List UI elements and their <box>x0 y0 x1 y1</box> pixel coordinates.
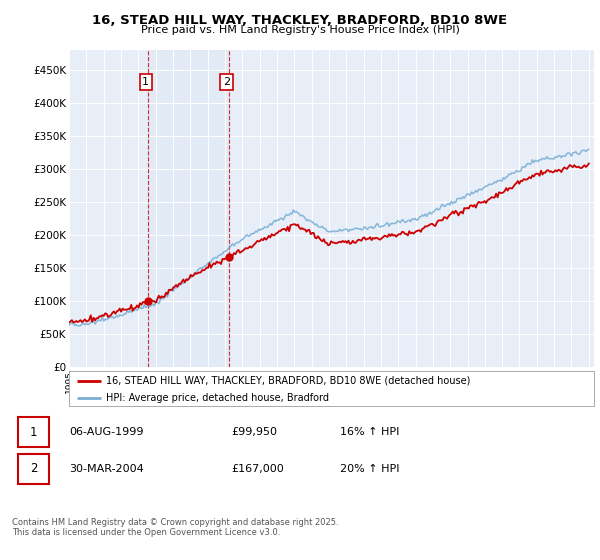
Text: 1: 1 <box>142 77 149 87</box>
Text: 1: 1 <box>30 426 37 438</box>
Text: £99,950: £99,950 <box>231 427 277 437</box>
Text: 20% ↑ HPI: 20% ↑ HPI <box>340 464 400 474</box>
FancyBboxPatch shape <box>18 454 49 484</box>
Text: Contains HM Land Registry data © Crown copyright and database right 2025.
This d: Contains HM Land Registry data © Crown c… <box>12 518 338 538</box>
Text: 16, STEAD HILL WAY, THACKLEY, BRADFORD, BD10 8WE (detached house): 16, STEAD HILL WAY, THACKLEY, BRADFORD, … <box>106 376 470 386</box>
Text: £167,000: £167,000 <box>231 464 284 474</box>
Bar <box>148 50 229 367</box>
FancyBboxPatch shape <box>18 417 49 447</box>
Text: 06-AUG-1999: 06-AUG-1999 <box>70 427 144 437</box>
Text: Price paid vs. HM Land Registry's House Price Index (HPI): Price paid vs. HM Land Registry's House … <box>140 25 460 35</box>
Text: 16, STEAD HILL WAY, THACKLEY, BRADFORD, BD10 8WE: 16, STEAD HILL WAY, THACKLEY, BRADFORD, … <box>92 14 508 27</box>
Text: HPI: Average price, detached house, Bradford: HPI: Average price, detached house, Brad… <box>106 393 329 403</box>
Text: 16% ↑ HPI: 16% ↑ HPI <box>340 427 400 437</box>
Text: 30-MAR-2004: 30-MAR-2004 <box>70 464 145 474</box>
Text: 2: 2 <box>30 462 37 475</box>
Text: 2: 2 <box>223 77 230 87</box>
